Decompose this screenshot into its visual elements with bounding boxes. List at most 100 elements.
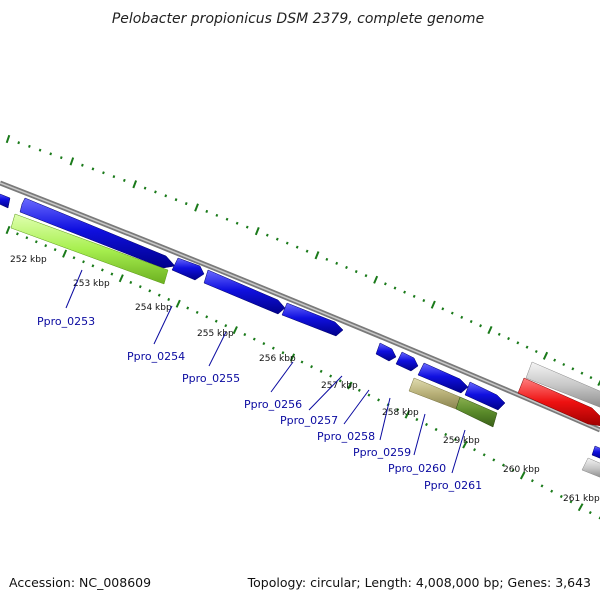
leader-line bbox=[270, 361, 294, 393]
scale-tick bbox=[262, 342, 266, 346]
scale-tick bbox=[325, 257, 329, 261]
gene-labels: Ppro_0253 Ppro_0254 Ppro_0255 Ppro_0256 … bbox=[37, 315, 482, 492]
scale-tick bbox=[275, 237, 279, 241]
scale-tick bbox=[492, 458, 496, 462]
scale-tick bbox=[148, 289, 152, 293]
scale-tick bbox=[72, 256, 76, 260]
gene-arrow[interactable] bbox=[281, 302, 344, 337]
scale-tick bbox=[589, 376, 593, 380]
reverse-gene-red[interactable] bbox=[517, 377, 600, 426]
scale-tick bbox=[338, 379, 342, 383]
scale-tick bbox=[367, 393, 371, 397]
leader-line bbox=[379, 397, 391, 441]
gene-label-ppro-0256[interactable]: Ppro_0256 bbox=[244, 398, 302, 411]
scale-tick bbox=[157, 293, 161, 297]
gene-label-ppro-0255[interactable]: Ppro_0255 bbox=[182, 372, 240, 385]
scale-tick bbox=[335, 261, 339, 265]
scale-tick bbox=[25, 236, 29, 240]
scale-tick bbox=[82, 260, 85, 264]
scale-tick bbox=[195, 310, 199, 314]
gene-arrow[interactable] bbox=[203, 269, 286, 315]
scale-tick bbox=[577, 503, 584, 512]
scale-tick bbox=[571, 367, 575, 371]
scale-tick bbox=[53, 248, 57, 252]
scale-tick bbox=[295, 245, 299, 249]
scale-tick bbox=[329, 374, 333, 378]
scale-tick bbox=[17, 141, 21, 145]
scale-tick bbox=[460, 315, 464, 319]
scale-tick bbox=[347, 381, 353, 390]
scale-label: 260 kbp bbox=[503, 465, 540, 475]
scale-tick bbox=[501, 463, 505, 467]
scale-tick bbox=[525, 345, 529, 349]
gene-ppro-0253-feature[interactable] bbox=[10, 213, 169, 285]
scale-tick bbox=[132, 180, 138, 189]
scale-tick bbox=[373, 275, 379, 284]
gene-label-ppro-0261[interactable]: Ppro_0261 bbox=[424, 479, 482, 492]
scale-tick bbox=[364, 274, 368, 278]
scale-tick bbox=[138, 285, 142, 289]
reverse-gene-grey[interactable] bbox=[525, 361, 600, 408]
gene-arrow[interactable] bbox=[464, 381, 506, 411]
scale-tick bbox=[441, 307, 445, 311]
scale-tick bbox=[412, 294, 416, 298]
scale-tick bbox=[5, 134, 11, 144]
scale-label: 258 kbp bbox=[382, 408, 419, 418]
genome-backbone-highlight bbox=[0, 182, 600, 431]
scale-tick bbox=[357, 388, 361, 392]
scale-tick bbox=[81, 163, 84, 167]
scale-tick bbox=[453, 437, 457, 442]
scale-tick bbox=[254, 227, 260, 236]
inner-tick-track bbox=[5, 225, 600, 520]
genome-backbone bbox=[0, 180, 600, 433]
scale-tick bbox=[534, 349, 538, 354]
gene-arrow[interactable] bbox=[591, 445, 600, 459]
scale-tick bbox=[129, 280, 133, 284]
scale-tick bbox=[154, 190, 157, 194]
gene-arrow[interactable] bbox=[0, 192, 11, 209]
leader-line bbox=[153, 305, 173, 345]
scale-tick bbox=[507, 336, 511, 341]
scale-tick bbox=[310, 365, 314, 369]
scale-tick bbox=[530, 479, 534, 483]
scale-tick bbox=[28, 144, 31, 148]
scale-tick bbox=[450, 311, 454, 315]
scale-tick bbox=[235, 221, 239, 225]
gene-ppro-0261-feature[interactable] bbox=[455, 396, 498, 428]
scale-label: 256 kbp bbox=[259, 354, 296, 364]
gene-arrow[interactable] bbox=[375, 342, 397, 362]
scale-label: 261 kbp bbox=[563, 494, 600, 504]
scale-tick bbox=[271, 346, 275, 350]
scale-label: 257 kbp bbox=[321, 381, 358, 391]
gene-arrow[interactable] bbox=[395, 351, 419, 372]
scale-tick bbox=[542, 351, 549, 360]
gene-label-leaders bbox=[65, 269, 466, 474]
scale-tick bbox=[62, 249, 68, 258]
scale-tick bbox=[469, 320, 473, 324]
gene-label-ppro-0254[interactable]: Ppro_0254 bbox=[127, 350, 185, 363]
scale-tick bbox=[49, 152, 53, 156]
scale-tick bbox=[479, 324, 483, 328]
gene-grey-lower[interactable] bbox=[581, 457, 600, 478]
leader-line bbox=[308, 375, 343, 411]
accession-label: Accession: NC_008609 bbox=[9, 575, 151, 590]
scale-tick bbox=[430, 300, 436, 309]
gene-arrow[interactable] bbox=[417, 362, 469, 394]
scale-tick bbox=[118, 274, 124, 283]
scale-tick bbox=[300, 360, 304, 364]
gene-label-ppro-0259[interactable]: Ppro_0259 bbox=[353, 446, 411, 459]
scale-tick bbox=[122, 178, 126, 182]
scale-tick bbox=[44, 244, 48, 248]
scale-tick bbox=[345, 265, 348, 269]
gene-arrow[interactable] bbox=[171, 257, 205, 281]
scale-tick bbox=[393, 286, 397, 290]
scale-tick bbox=[243, 333, 247, 337]
gene-label-ppro-0257[interactable]: Ppro_0257 bbox=[280, 414, 338, 427]
gene-label-ppro-0253[interactable]: Ppro_0253 bbox=[37, 315, 95, 328]
outer-tick-track bbox=[5, 134, 600, 387]
gene-label-ppro-0258[interactable]: Ppro_0258 bbox=[317, 430, 375, 443]
scale-tick bbox=[5, 225, 11, 235]
scale-tick bbox=[319, 369, 323, 373]
gene-label-ppro-0260[interactable]: Ppro_0260 bbox=[388, 462, 446, 475]
